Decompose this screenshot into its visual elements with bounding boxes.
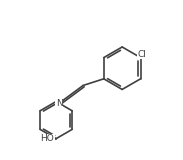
Text: N: N [56,99,63,108]
Text: Cl: Cl [138,50,147,59]
Text: HO: HO [41,134,54,143]
